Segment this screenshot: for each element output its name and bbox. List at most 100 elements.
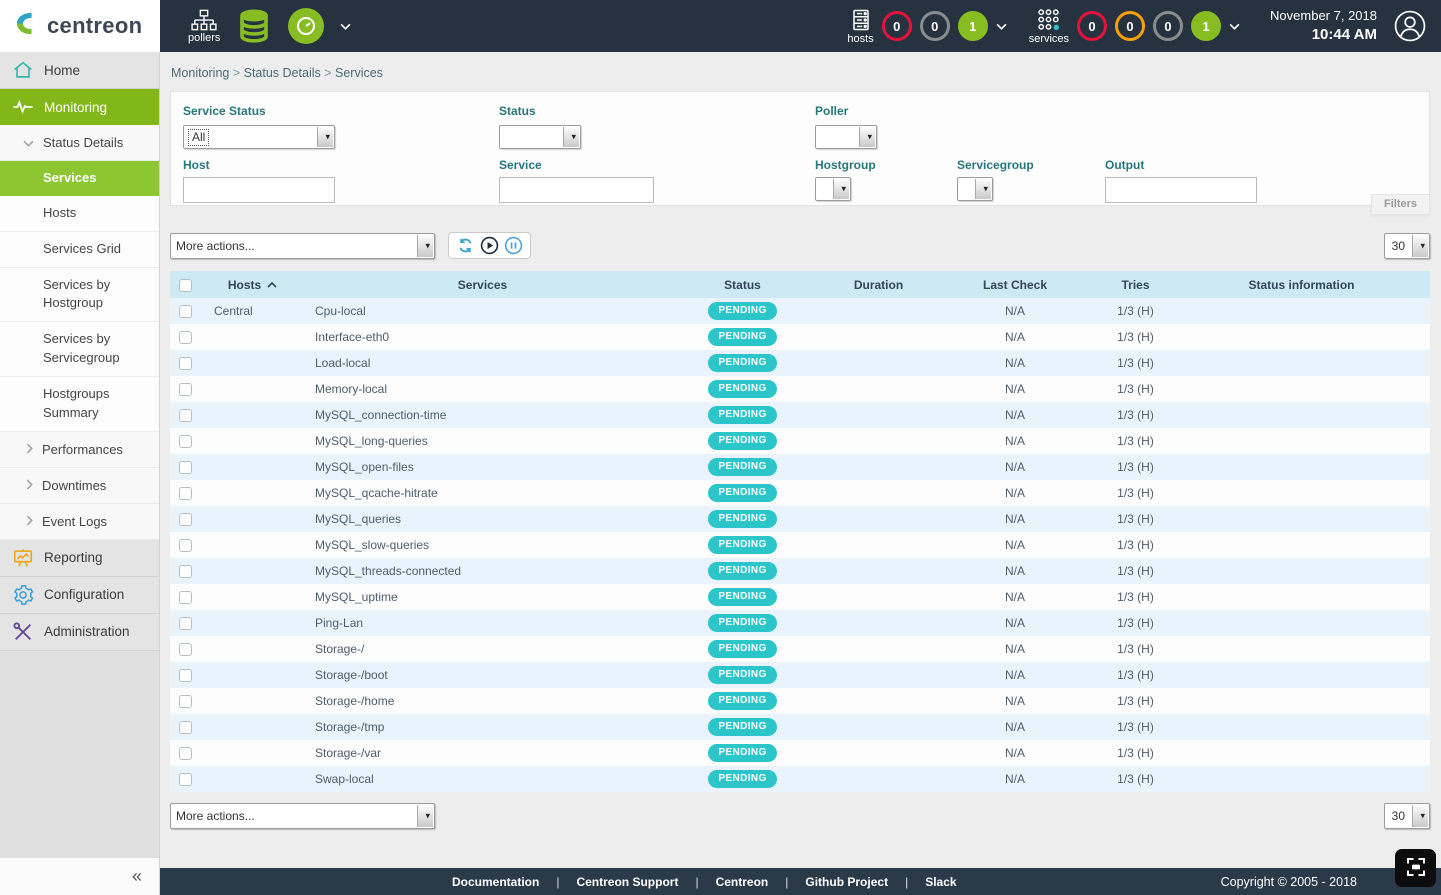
column-header-last-check[interactable]: Last Check (932, 271, 1098, 298)
user-profile-icon[interactable] (1393, 9, 1427, 43)
service-cell[interactable]: MySQL_slow-queries (305, 532, 660, 558)
pollers-button[interactable]: pollers (188, 9, 220, 44)
sidebar-item-hostgroups-summary[interactable]: Hostgroups Summary (0, 377, 159, 432)
row-checkbox[interactable] (179, 357, 192, 370)
footer-link[interactable]: Centreon (716, 875, 806, 889)
column-header-tries[interactable]: Tries (1098, 271, 1173, 298)
column-header-status[interactable]: Status (660, 271, 825, 298)
sidebar-item-services[interactable]: Services (0, 161, 159, 196)
database-icon[interactable] (236, 8, 272, 44)
service-cell[interactable]: Cpu-local (305, 298, 660, 324)
breadcrumb-monitoring[interactable]: Monitoring (171, 66, 244, 80)
pause-icon[interactable] (504, 236, 523, 255)
page-size-select[interactable]: 30 (1384, 233, 1430, 259)
services-menu[interactable]: services (1029, 7, 1069, 45)
service-cell[interactable]: Storage-/tmp (305, 714, 660, 740)
service-cell[interactable]: MySQL_qcache-hitrate (305, 480, 660, 506)
footer-link[interactable]: Slack (925, 875, 956, 889)
sidebar-item-status-details[interactable]: Status Details (0, 125, 159, 161)
row-checkbox[interactable] (179, 643, 192, 656)
footer-link[interactable]: Github Project (805, 875, 925, 889)
filters-tab[interactable]: Filters (1371, 194, 1430, 215)
more-actions-select-bottom[interactable]: More actions... (170, 803, 435, 829)
row-checkbox[interactable] (179, 305, 192, 318)
service-cell[interactable]: Memory-local (305, 376, 660, 402)
host-cell[interactable]: Central (200, 298, 305, 324)
service-cell[interactable]: MySQL_open-files (305, 454, 660, 480)
sidebar-item-hosts[interactable]: Hosts (0, 196, 159, 232)
host-cell[interactable] (200, 636, 305, 662)
row-checkbox[interactable] (179, 487, 192, 500)
chevron-down-icon[interactable] (996, 23, 1007, 30)
host-cell[interactable] (200, 740, 305, 766)
host-status-counter[interactable]: 0 (920, 11, 950, 41)
more-actions-select[interactable]: More actions... (170, 233, 435, 259)
footer-link[interactable]: Documentation (452, 875, 576, 889)
status-select[interactable] (499, 125, 581, 149)
row-checkbox[interactable] (179, 695, 192, 708)
service-cell[interactable]: Ping-Lan (305, 610, 660, 636)
sidebar-item-performances[interactable]: Performances (0, 432, 159, 468)
host-cell[interactable] (200, 376, 305, 402)
poller-select[interactable] (815, 125, 877, 149)
sidebar-item-configuration[interactable]: Configuration (0, 577, 159, 614)
column-header-hosts[interactable]: Hosts (200, 271, 305, 298)
sidebar-item-monitoring[interactable]: Monitoring (0, 89, 159, 125)
row-checkbox[interactable] (179, 539, 192, 552)
footer-link[interactable]: Centreon Support (576, 875, 715, 889)
row-checkbox[interactable] (179, 409, 192, 422)
breadcrumb-status-details[interactable]: Status Details (244, 66, 335, 80)
hostgroup-select[interactable] (815, 177, 851, 201)
service-cell[interactable]: Storage-/ (305, 636, 660, 662)
service-input[interactable] (499, 177, 654, 203)
sidebar-item-administration[interactable]: Administration (0, 614, 159, 651)
service-status-counter[interactable]: 0 (1153, 11, 1183, 41)
host-cell[interactable] (200, 558, 305, 584)
host-cell[interactable] (200, 402, 305, 428)
host-cell[interactable] (200, 324, 305, 350)
column-header-services[interactable]: Services (305, 271, 660, 298)
service-cell[interactable]: MySQL_threads-connected (305, 558, 660, 584)
play-icon[interactable] (480, 236, 499, 255)
host-cell[interactable] (200, 480, 305, 506)
host-cell[interactable] (200, 766, 305, 792)
column-header-duration[interactable]: Duration (825, 271, 932, 298)
row-checkbox[interactable] (179, 721, 192, 734)
page-size-select-bottom[interactable]: 30 (1384, 803, 1430, 829)
hosts-menu[interactable]: hosts (847, 8, 873, 45)
service-status-counter[interactable]: 1 (1191, 11, 1221, 41)
host-status-counter[interactable]: 0 (882, 11, 912, 41)
sidebar-item-event-logs[interactable]: Event Logs (0, 504, 159, 540)
host-status-counter[interactable]: 1 (958, 11, 988, 41)
chevron-down-icon[interactable] (340, 23, 351, 30)
host-cell[interactable] (200, 506, 305, 532)
host-cell[interactable] (200, 428, 305, 454)
sidebar-item-home[interactable]: Home (0, 52, 159, 89)
sidebar-collapse-button[interactable]: « (0, 857, 159, 895)
sidebar-item-downtimes[interactable]: Downtimes (0, 468, 159, 504)
chevron-down-icon[interactable] (1229, 23, 1240, 30)
row-checkbox[interactable] (179, 565, 192, 578)
sidebar-item-services-grid[interactable]: Services Grid (0, 232, 159, 268)
host-cell[interactable] (200, 688, 305, 714)
service-status-counter[interactable]: 0 (1115, 11, 1145, 41)
host-input[interactable] (183, 177, 335, 203)
row-checkbox[interactable] (179, 617, 192, 630)
select-all-checkbox[interactable] (179, 279, 192, 292)
host-cell[interactable] (200, 714, 305, 740)
column-header-status-information[interactable]: Status information (1173, 271, 1430, 298)
fullscreen-button[interactable] (1395, 849, 1436, 887)
service-cell[interactable]: Storage-/var (305, 740, 660, 766)
row-checkbox[interactable] (179, 331, 192, 344)
host-cell[interactable] (200, 584, 305, 610)
host-cell[interactable] (200, 532, 305, 558)
service-cell[interactable]: Swap-local (305, 766, 660, 792)
row-checkbox[interactable] (179, 773, 192, 786)
host-cell[interactable] (200, 454, 305, 480)
sidebar-item-reporting[interactable]: Reporting (0, 540, 159, 577)
sidebar-item-services-by-servicegroup[interactable]: Services by Servicegroup (0, 322, 159, 377)
brand[interactable]: centreon (0, 0, 160, 52)
service-cell[interactable]: Storage-/home (305, 688, 660, 714)
row-checkbox[interactable] (179, 669, 192, 682)
servicegroup-select[interactable] (957, 177, 993, 201)
